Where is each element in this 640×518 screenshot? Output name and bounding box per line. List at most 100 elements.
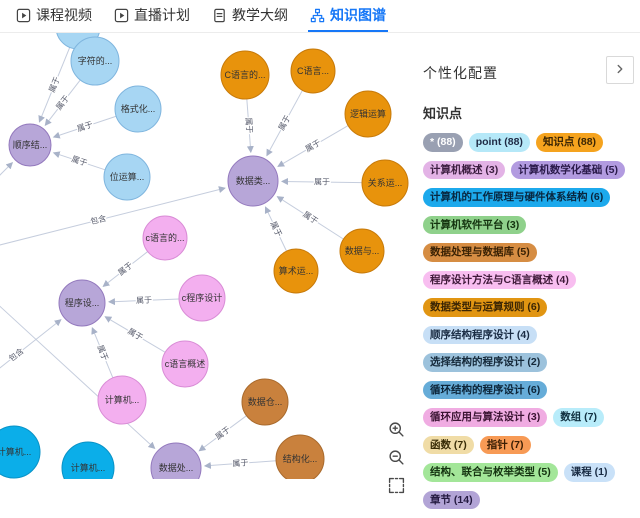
graph-node[interactable]	[103, 153, 151, 201]
panel-collapse-button[interactable]	[606, 56, 634, 84]
tab-knowledge-graph[interactable]: 知识图谱	[308, 0, 388, 32]
graph-node[interactable]	[361, 159, 409, 207]
graph-edge	[264, 206, 287, 252]
tab-syllabus[interactable]: 教学大纲	[210, 0, 290, 32]
zoom-out-button[interactable]	[388, 449, 405, 466]
knowledge-point-tag[interactable]: 计算机概述 (3)	[423, 160, 506, 179]
edge-relation-label: 属于	[136, 296, 152, 306]
graph-node[interactable]	[142, 215, 188, 261]
tab-label: 教学大纲	[232, 7, 288, 23]
graph-icon	[310, 8, 325, 23]
knowledge-point-tag[interactable]: 函数 (7)	[423, 435, 474, 454]
graph-node[interactable]	[97, 375, 147, 425]
knowledge-point-tag[interactable]: 课程 (1)	[563, 463, 615, 482]
edge-relation-label: 属于	[301, 210, 319, 226]
graph-node[interactable]	[161, 340, 209, 388]
graph-node[interactable]	[8, 123, 52, 167]
edge-relation-label: 属于	[70, 155, 88, 169]
knowledge-point-tag[interactable]: 数据类型与运算规则 (6)	[423, 298, 548, 317]
graph-node[interactable]	[227, 155, 279, 207]
fit-view-button[interactable]	[388, 477, 405, 494]
knowledge-graph-canvas[interactable]: 属于 属于 属于 属于 属于 属于 属于 属于 属于 属于 包含 属于 属于 属于 属于 包含 属于 属于 字符的.…	[0, 33, 415, 494]
knowledge-point-tag[interactable]: 章节 (14)	[423, 490, 480, 509]
graph-node[interactable]	[220, 50, 270, 100]
graph-edge	[198, 415, 247, 452]
graph-node[interactable]	[61, 441, 115, 479]
graph-edge	[52, 151, 106, 171]
tab-label: 课程视频	[36, 7, 92, 23]
panel-title: 个性化配置	[423, 65, 498, 81]
graph-node[interactable]	[58, 279, 106, 327]
edge-relation-label: 属于	[126, 327, 144, 343]
knowledge-point-tag[interactable]: 顺序结构程序设计 (4)	[423, 325, 537, 344]
chevron-right-icon	[613, 62, 627, 79]
fit-view-icon	[388, 477, 405, 494]
play-square-icon	[16, 8, 31, 23]
knowledge-point-tag[interactable]: 计算机软件平台 (3)	[423, 215, 527, 234]
edge-relation-label: 属于	[304, 138, 322, 154]
edge-relation-label: 属于	[47, 76, 61, 94]
zoom-out-icon	[388, 449, 405, 466]
tab-label: 直播计划	[134, 7, 190, 23]
knowledge-point-tag[interactable]: 循环应用与算法设计 (3)	[423, 408, 548, 427]
edge-relation-label: 属于	[268, 220, 283, 238]
edge-relation-label: 属于	[116, 260, 134, 277]
graph-node[interactable]	[0, 425, 41, 479]
knowledge-point-tag[interactable]: * (88)	[423, 133, 463, 152]
graph-node[interactable]	[339, 228, 385, 274]
graph-edge	[44, 79, 81, 127]
knowledge-point-tag[interactable]: 选择结构的程序设计 (2)	[423, 353, 548, 372]
graph-node[interactable]	[290, 48, 336, 94]
edge-relation-label: 属于	[76, 120, 94, 134]
graph-edge	[277, 125, 349, 167]
tab-live-plan[interactable]: 直播计划	[112, 0, 192, 32]
graph-node[interactable]	[150, 442, 202, 479]
edge-relation-label: 属于	[214, 425, 232, 442]
knowledge-point-tag[interactable]: 循环结构的程序设计 (6)	[423, 380, 548, 399]
graph-node[interactable]	[344, 90, 392, 138]
graph-edge	[52, 115, 117, 139]
knowledge-point-tag[interactable]: 计算机数学化基础 (5)	[511, 160, 625, 179]
knowledge-point-tag[interactable]: 数据处理与数据库 (5)	[423, 243, 537, 262]
tab-course-videos[interactable]: 课程视频	[14, 0, 94, 32]
tab-label: 知识图谱	[330, 7, 386, 23]
zoom-in-button[interactable]	[388, 421, 405, 438]
edge-relation-label: 属于	[244, 117, 254, 134]
graph-edge	[107, 298, 180, 306]
graph-edge	[0, 319, 62, 369]
graph-zoom-controls	[388, 421, 405, 494]
edge-relation-label: 属于	[314, 177, 330, 186]
knowledge-point-tag[interactable]: point (88)	[468, 133, 530, 152]
document-icon	[212, 8, 227, 23]
knowledge-point-tag[interactable]: 计算机的工作原理与硬件体系结构 (6)	[423, 188, 611, 207]
config-panel: 个性化配置 知识点 * (88) point (88) 知识点 (88) 计算机概述 …	[415, 33, 640, 509]
knowledge-point-tag[interactable]: 程序设计方法与C语言概述 (4)	[423, 270, 576, 289]
graph-node[interactable]	[241, 378, 289, 426]
edge-relation-label: 包含	[89, 213, 107, 227]
knowledge-point-tag[interactable]: 指针 (7)	[479, 435, 531, 454]
edge-relation-label: 属于	[277, 114, 293, 132]
graph-node[interactable]	[273, 248, 319, 294]
edge-relation-label: 属于	[232, 458, 249, 468]
graph-edge	[266, 90, 303, 157]
knowledge-point-tag[interactable]: 结构、联合与枚举类型 (5)	[423, 463, 558, 482]
knowledge-point-tags: * (88) point (88) 知识点 (88) 计算机概述 (3) 计算机数学化基…	[423, 133, 635, 518]
graph-node[interactable]	[275, 434, 325, 479]
graph-node[interactable]	[114, 85, 162, 133]
graph-edge	[0, 161, 14, 176]
graph-node[interactable]	[70, 36, 120, 86]
graph-edge	[276, 196, 344, 240]
play-square-icon	[114, 8, 129, 23]
edge-relation-label: 属于	[54, 94, 71, 112]
graph-edge	[91, 327, 114, 379]
graph-edge	[246, 98, 254, 154]
graph-edge	[0, 186, 226, 246]
graph-edge	[203, 460, 277, 469]
knowledge-point-tag[interactable]: 知识点 (88)	[535, 133, 604, 152]
graph-node[interactable]	[178, 274, 226, 322]
graph-edge	[102, 251, 148, 287]
graph-edge	[280, 178, 363, 186]
section-title: 知识点	[423, 106, 463, 121]
knowledge-point-tag[interactable]: 数组 (7)	[553, 408, 604, 427]
